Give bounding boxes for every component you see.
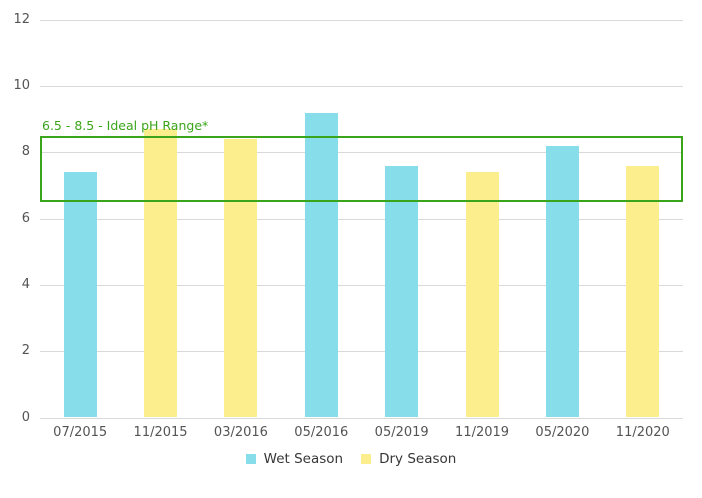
gridline-12 — [40, 19, 683, 21]
ideal-ph-range-label: 6.5 - 8.5 - Ideal pH Range* — [42, 117, 209, 133]
legend-swatch-icon — [361, 454, 372, 464]
legend: Wet Season Dry Season — [0, 451, 702, 467]
x-tick-label: 11/2020 — [615, 425, 670, 440]
bar-05-2019-wet-season[interactable] — [385, 165, 419, 418]
x-tick-label: 05/2020 — [535, 425, 590, 440]
gridline-2 — [40, 351, 683, 353]
x-tick-label: 03/2016 — [213, 425, 268, 440]
x-tick-label: 05/2019 — [374, 425, 429, 440]
y-tick-label: 6 — [21, 210, 30, 226]
x-tick-label: 11/2015 — [133, 425, 188, 440]
y-tick-label: 12 — [13, 11, 30, 27]
bar-03-2016-dry-season[interactable] — [224, 139, 258, 418]
bar-11-2019-dry-season[interactable] — [465, 172, 499, 418]
gridline-8 — [40, 152, 683, 154]
bar-05-2016-wet-season[interactable] — [304, 112, 338, 418]
gridline-0 — [40, 417, 683, 419]
gridline-4 — [40, 284, 683, 286]
x-tick-label: 07/2015 — [53, 425, 108, 440]
legend-label: Wet Season — [263, 451, 344, 467]
legend-swatch-icon — [245, 454, 256, 464]
bar-11-2015-dry-season[interactable] — [144, 129, 178, 418]
bar-05-2020-wet-season[interactable] — [545, 145, 579, 418]
bar-07-2015-wet-season[interactable] — [63, 172, 97, 418]
gridline-10 — [40, 86, 683, 87]
bar-11-2020-dry-season[interactable] — [626, 165, 660, 418]
gridline-6 — [40, 218, 683, 220]
y-tick-label: 0 — [21, 409, 30, 425]
x-tick-label: 05/2016 — [294, 425, 349, 440]
legend-item-dry-season[interactable]: Dry Season — [361, 451, 456, 467]
x-tick-label: 11/2019 — [455, 425, 510, 440]
legend-item-wet-season[interactable]: Wet Season — [245, 451, 344, 467]
y-tick-label: 10 — [13, 78, 30, 93]
ideal-ph-range-box — [40, 135, 683, 203]
legend-label: Dry Season — [379, 451, 457, 467]
y-tick-label: 8 — [21, 144, 30, 160]
y-tick-label: 2 — [21, 343, 30, 359]
y-tick-label: 4 — [21, 276, 30, 292]
